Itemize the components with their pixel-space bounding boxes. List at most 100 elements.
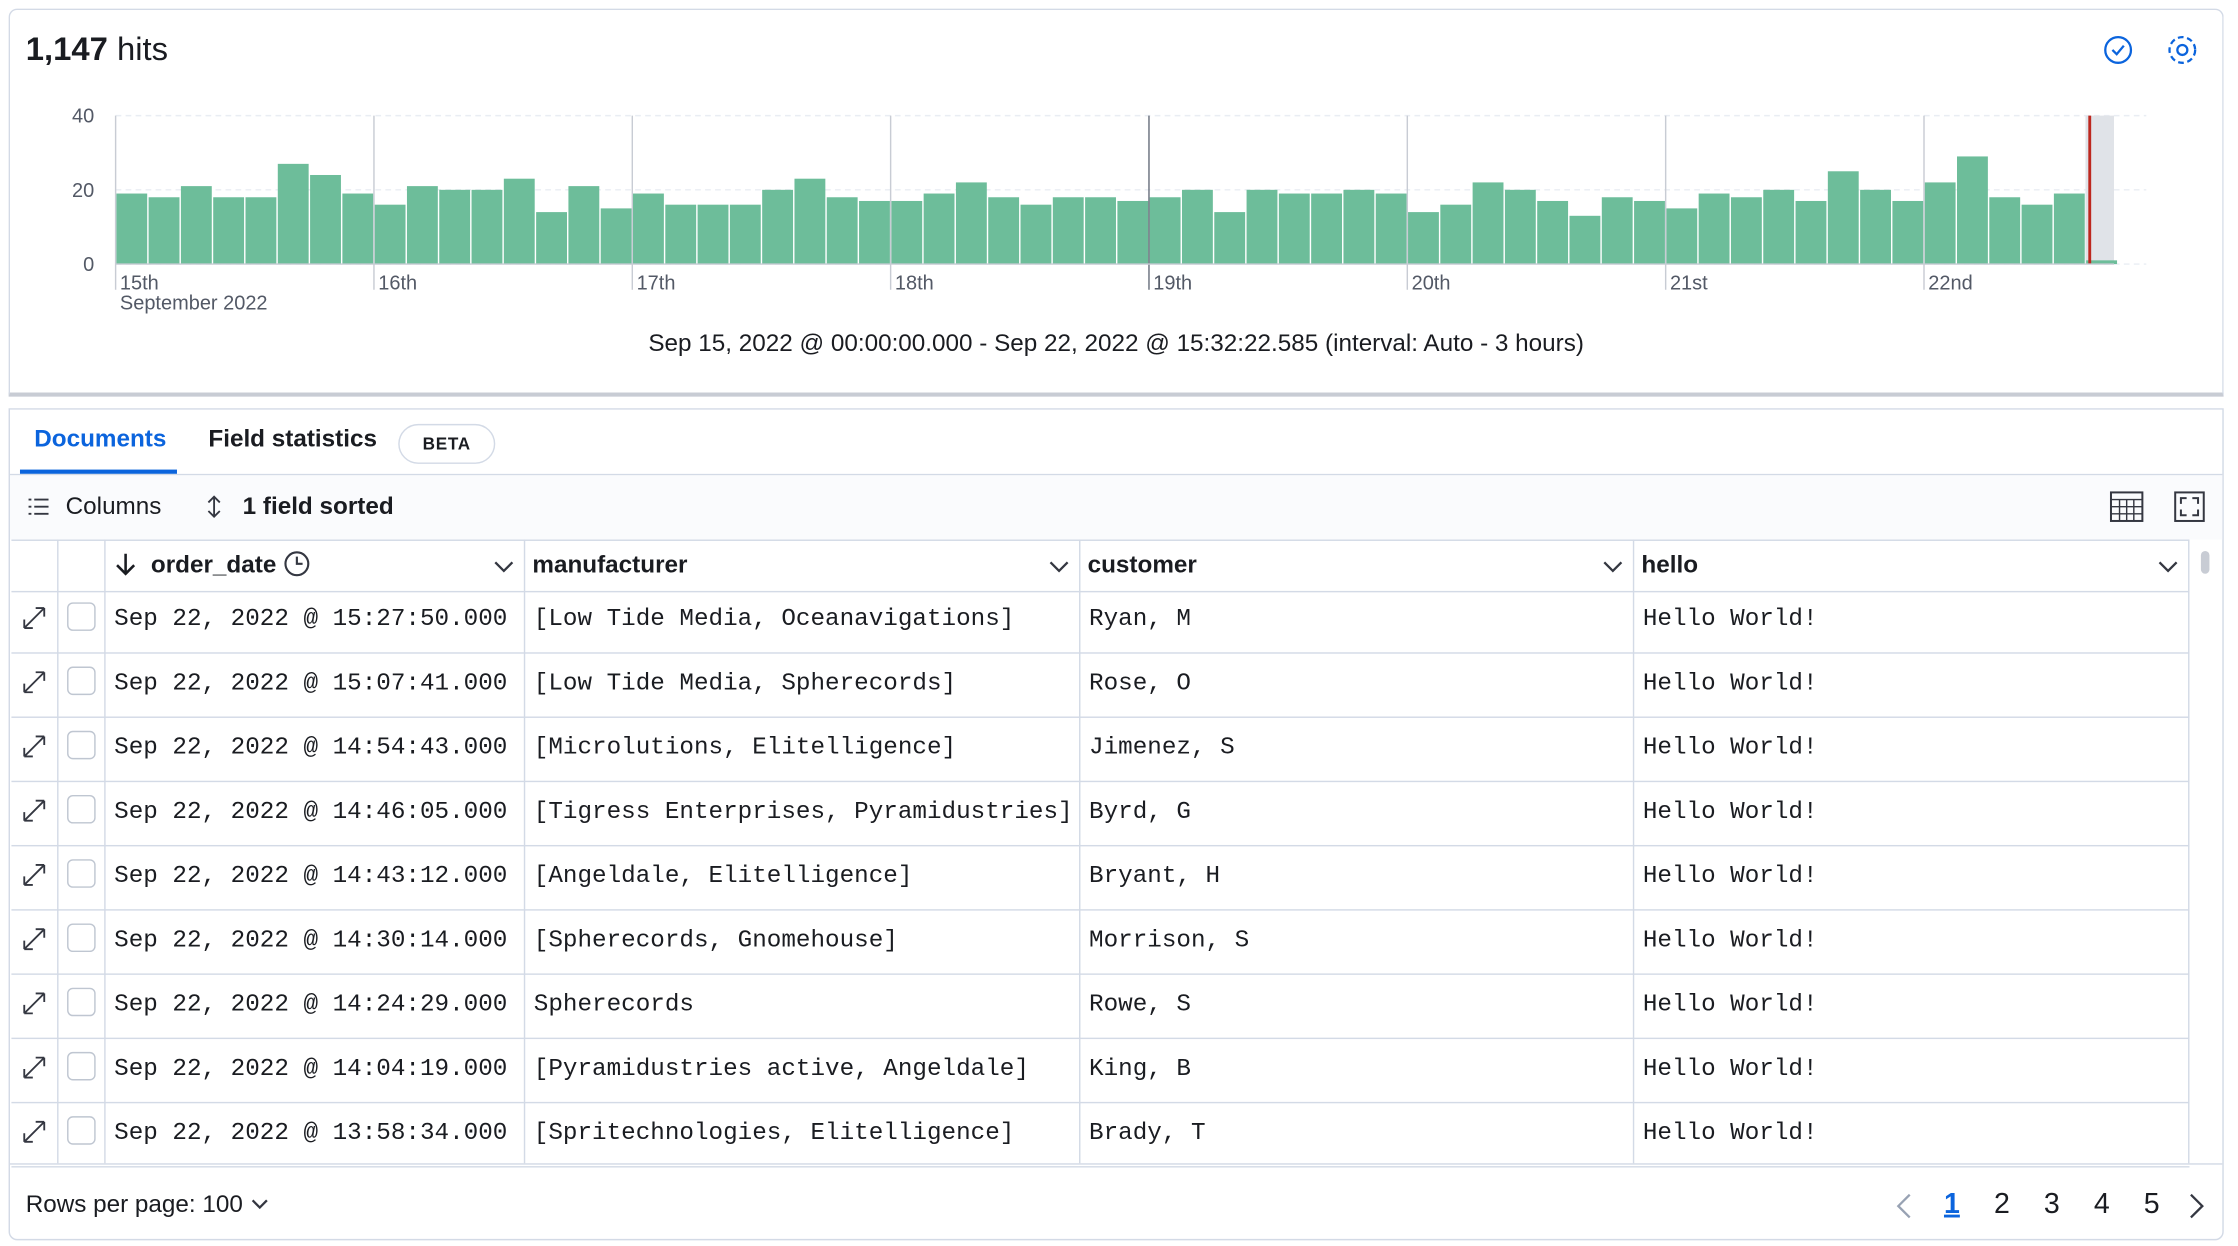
cell: Hello World!: [1642, 735, 1818, 763]
expand-button[interactable]: [20, 796, 49, 832]
column-name: customer: [1087, 550, 1197, 579]
column-menu[interactable]: [492, 560, 515, 574]
cell: Sep 22, 2022 @ 14:04:19.000: [114, 1056, 508, 1084]
cell: Sep 22, 2022 @ 14:54:43.000: [114, 735, 508, 763]
bar: [1246, 189, 1278, 265]
expand-button[interactable]: [20, 989, 49, 1025]
prev-page[interactable]: [1894, 1192, 1914, 1221]
column-divider: [104, 539, 106, 1164]
columns-button[interactable]: Columns: [65, 492, 162, 520]
column-header[interactable]: hello: [1641, 541, 2179, 590]
expand-icon: [23, 1056, 46, 1079]
bar: [988, 197, 1020, 265]
bar: [116, 193, 148, 265]
tab-underline: [19, 469, 177, 474]
time-range: Sep 15, 2022 @ 00:00:00.000 - Sep 22, 20…: [648, 329, 1584, 357]
page-link[interactable]: 4: [2093, 1188, 2110, 1221]
expand-button[interactable]: [20, 1053, 49, 1089]
row-checkbox[interactable]: [67, 795, 96, 824]
fullscreen-icon[interactable]: [2174, 491, 2205, 522]
tab-field-statistics[interactable]: Field statistics: [208, 425, 377, 453]
y-tick-label: 0: [83, 254, 94, 276]
row-divider: [11, 780, 2190, 783]
cell: [Pyramidustries active, Angeldale]: [533, 1056, 1029, 1084]
column-header[interactable]: order_date: [113, 541, 515, 590]
bar: [859, 200, 890, 265]
row-checkbox[interactable]: [67, 923, 96, 953]
expand-icon: [23, 735, 46, 758]
cell: Sep 22, 2022 @ 14:30:14.000: [114, 927, 508, 955]
density-icon[interactable]: [2109, 491, 2144, 522]
toolbar: [9, 475, 2223, 540]
cell: Brady, T: [1089, 1120, 1206, 1148]
column-divider: [2188, 539, 2190, 1164]
page-current[interactable]: 1: [1943, 1188, 1960, 1221]
page-link[interactable]: 3: [2043, 1188, 2060, 1221]
expand-button[interactable]: [20, 861, 49, 897]
bar: [2021, 204, 2053, 265]
column-menu[interactable]: [1601, 560, 1624, 574]
cell: Sep 22, 2022 @ 14:43:12.000: [114, 863, 508, 891]
bar: [1634, 200, 1665, 265]
sort-button[interactable]: 1 field sorted: [242, 492, 394, 520]
settings-icon[interactable]: [2165, 33, 2199, 67]
column-header[interactable]: customer: [1088, 541, 1625, 590]
cell: [Angeldale, Elitelligence]: [533, 863, 913, 891]
expand-button[interactable]: [20, 604, 49, 640]
bar: [955, 182, 987, 265]
bar: [1504, 189, 1536, 265]
row-divider: [11, 1037, 2190, 1040]
page-link[interactable]: 2: [1993, 1188, 2010, 1221]
expand-button[interactable]: [20, 925, 49, 961]
row-checkbox[interactable]: [67, 1116, 96, 1145]
bar: [1472, 182, 1504, 265]
next-page[interactable]: [2187, 1192, 2207, 1221]
bar: [1278, 193, 1310, 265]
expand-button[interactable]: [20, 668, 49, 704]
row-divider: [11, 652, 2190, 654]
column-menu[interactable]: [1048, 560, 1071, 574]
bar: [1117, 200, 1149, 265]
page-link[interactable]: 5: [2143, 1188, 2160, 1221]
column-name: manufacturer: [532, 550, 688, 579]
cell: Hello World!: [1642, 799, 1818, 827]
bar: [1698, 193, 1730, 265]
row-checkbox[interactable]: [67, 987, 96, 1017]
bar: [503, 178, 535, 265]
column-header[interactable]: manufacturer: [532, 541, 1070, 590]
rows-per-page[interactable]: Rows per page: 100: [26, 1190, 270, 1219]
cell: Hello World!: [1642, 606, 1818, 634]
cell: [Tigress Enterprises, Pyramidustries]: [533, 799, 1073, 827]
bar: [1569, 215, 1601, 265]
bar: [2053, 193, 2085, 265]
sort-desc-icon: [116, 553, 136, 576]
bar: [213, 197, 245, 265]
cell: Hello World!: [1642, 1056, 1818, 1084]
row-divider: [11, 716, 2190, 718]
documents-panel: [8, 408, 2224, 1241]
bar: [1892, 200, 1924, 265]
cell: [Low Tide Media, Oceanavigations]: [533, 606, 1015, 634]
bar: [568, 186, 600, 265]
expand-button[interactable]: [20, 1118, 49, 1154]
cell: Ryan, M: [1089, 606, 1191, 634]
column-name: hello: [1641, 550, 1699, 579]
column-divider: [1079, 539, 1081, 1164]
reset-icon[interactable]: [2101, 33, 2135, 67]
row-checkbox[interactable]: [67, 859, 96, 888]
row-checkbox[interactable]: [67, 602, 96, 631]
expand-button[interactable]: [20, 732, 49, 768]
bar: [633, 193, 664, 265]
row-checkbox[interactable]: [67, 730, 96, 760]
row-checkbox[interactable]: [67, 1051, 96, 1081]
column-menu[interactable]: [2157, 560, 2180, 574]
hits-count: 1,147: [25, 29, 108, 68]
y-tick-label: 40: [72, 106, 94, 128]
bar: [2086, 260, 2118, 265]
bar: [374, 204, 406, 265]
expand-icon: [23, 928, 46, 951]
row-checkbox[interactable]: [67, 666, 96, 696]
tab-documents[interactable]: Documents: [34, 425, 167, 453]
bar: [1085, 197, 1116, 265]
